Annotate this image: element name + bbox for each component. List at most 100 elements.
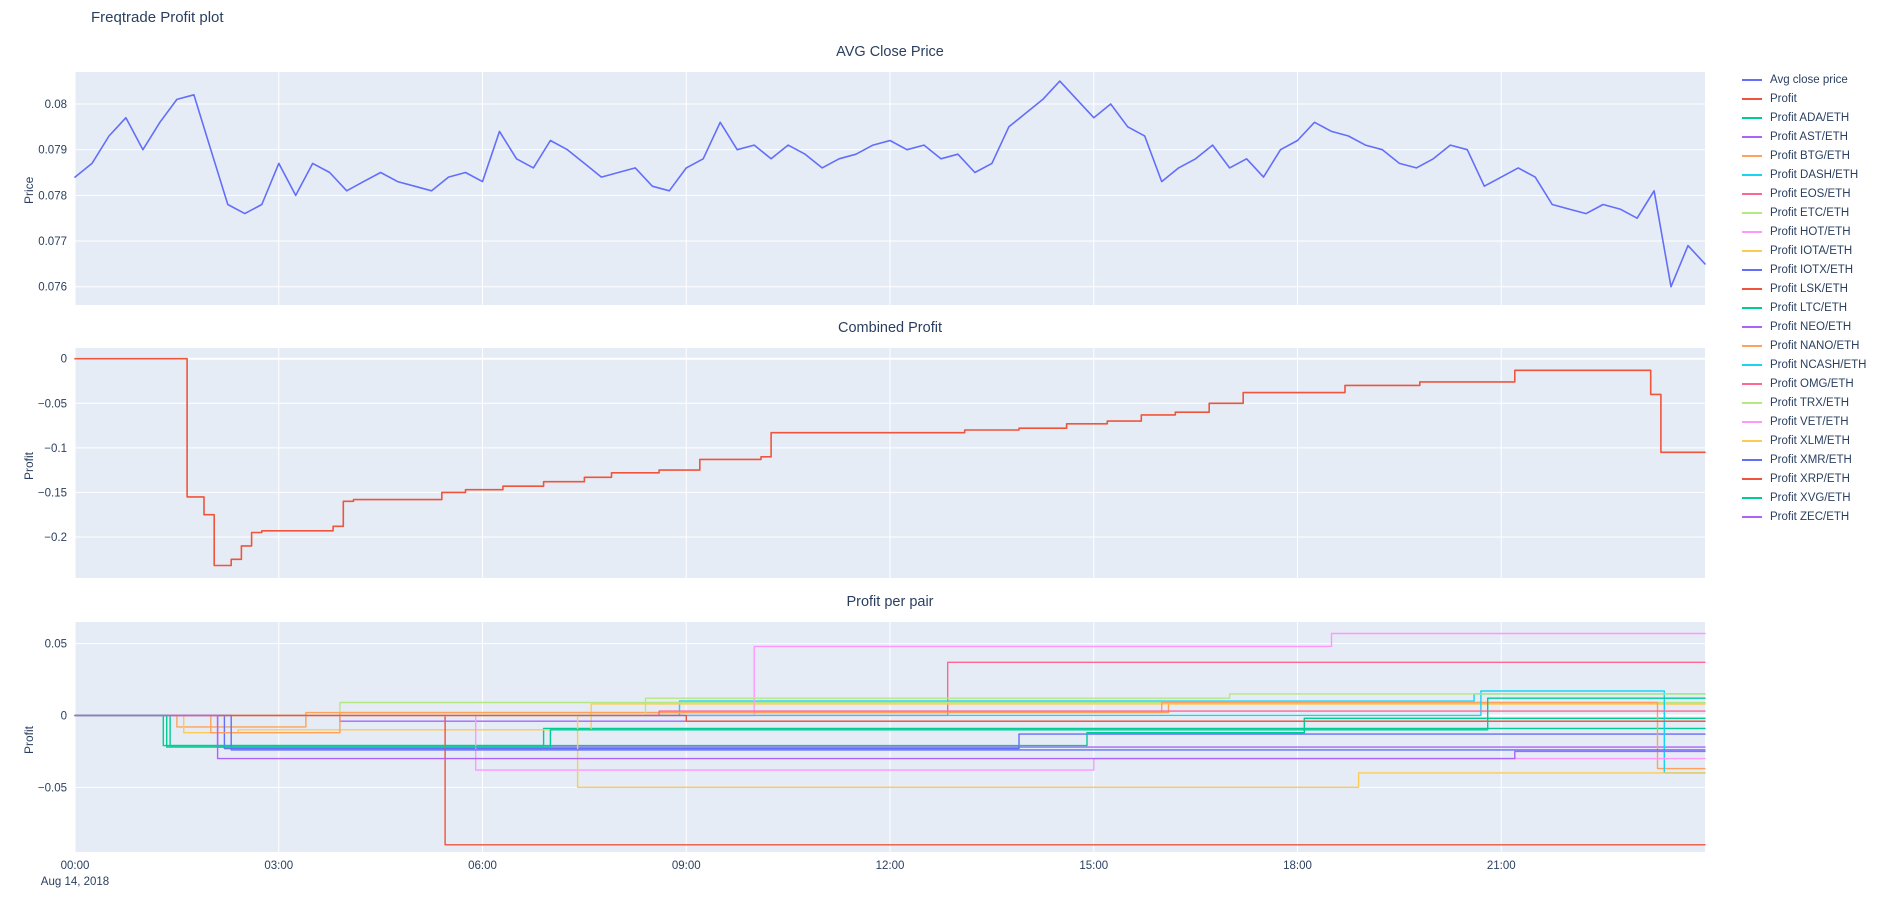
y-tick-label: 0.078 <box>38 190 67 202</box>
legend-item-avg-close-price[interactable]: Avg close price <box>1742 74 1867 86</box>
legend-item-profit-trx-eth[interactable]: Profit TRX/ETH <box>1742 397 1867 409</box>
y-tick-label: −0.05 <box>38 782 67 794</box>
legend-label: Profit XLM/ETH <box>1770 435 1850 447</box>
y-tick-label: 0.05 <box>45 639 67 651</box>
x-tick-label: 00:00 <box>61 860 90 872</box>
y-tick-label: 0 <box>61 354 67 366</box>
legend-item-profit-hot-eth[interactable]: Profit HOT/ETH <box>1742 226 1867 238</box>
legend-label: Profit TRX/ETH <box>1770 397 1850 409</box>
legend-label: Profit HOT/ETH <box>1770 226 1851 238</box>
legend-item-profit-lsk-eth[interactable]: Profit LSK/ETH <box>1742 283 1867 295</box>
legend-item-profit-iota-eth[interactable]: Profit IOTA/ETH <box>1742 245 1867 257</box>
legend-label: Profit XVG/ETH <box>1770 492 1851 504</box>
series-profit-zec-eth <box>74 714 1706 760</box>
series-avg-close-price <box>74 80 1706 288</box>
legend-line-swatch <box>1742 516 1762 518</box>
legend-item-profit-eos-eth[interactable]: Profit EOS/ETH <box>1742 188 1867 200</box>
x-tick-label: 12:00 <box>876 860 905 872</box>
legend-item-profit-dash-eth[interactable]: Profit DASH/ETH <box>1742 169 1867 181</box>
legend-item-profit-iotx-eth[interactable]: Profit IOTX/ETH <box>1742 264 1867 276</box>
legend-item-profit-ast-eth[interactable]: Profit AST/ETH <box>1742 131 1867 143</box>
legend-label: Avg close price <box>1770 74 1848 86</box>
x-tick-label: 03:00 <box>264 860 293 872</box>
legend-line-swatch <box>1742 497 1762 499</box>
legend-item-profit-zec-eth[interactable]: Profit ZEC/ETH <box>1742 511 1867 523</box>
legend-label: Profit IOTA/ETH <box>1770 245 1853 257</box>
x-tick-label: 06:00 <box>468 860 497 872</box>
legend-label: Profit EOS/ETH <box>1770 188 1851 200</box>
x-tick-label: 09:00 <box>672 860 701 872</box>
legend-label: Profit LTC/ETH <box>1770 302 1848 314</box>
legend-line-swatch <box>1742 269 1762 271</box>
y-tick-label: 0.077 <box>38 236 67 248</box>
legend-item-profit-xlm-eth[interactable]: Profit XLM/ETH <box>1742 435 1867 447</box>
y-tick-label: −0.1 <box>44 443 67 455</box>
legend-item-profit-vet-eth[interactable]: Profit VET/ETH <box>1742 416 1867 428</box>
series-profit <box>74 357 1706 567</box>
legend-label: Profit NANO/ETH <box>1770 340 1860 352</box>
legend-line-swatch <box>1742 288 1762 290</box>
y-axis-label-profit-combined: Profit <box>22 451 36 480</box>
page-title: Freqtrade Profit plot <box>91 9 224 26</box>
x-tick-label: 15:00 <box>1079 860 1108 872</box>
legend-line-swatch <box>1742 212 1762 214</box>
legend-item-profit[interactable]: Profit <box>1742 93 1867 105</box>
legend-label: Profit VET/ETH <box>1770 416 1849 428</box>
y-tick-label: −0.05 <box>38 398 67 410</box>
y-tick-label: 0 <box>61 710 67 722</box>
legend-label: Profit IOTX/ETH <box>1770 264 1854 276</box>
legend-item-profit-neo-eth[interactable]: Profit NEO/ETH <box>1742 321 1867 333</box>
legend-item-profit-omg-eth[interactable]: Profit OMG/ETH <box>1742 378 1867 390</box>
legend-label: Profit ZEC/ETH <box>1770 511 1850 523</box>
legend-label: Profit LSK/ETH <box>1770 283 1848 295</box>
legend-line-swatch <box>1742 402 1762 404</box>
legend-line-swatch <box>1742 383 1762 385</box>
x-tick-label: 21:00 <box>1487 860 1516 872</box>
y-tick-label: −0.2 <box>44 532 67 544</box>
legend-line-swatch <box>1742 421 1762 423</box>
legend-line-swatch <box>1742 250 1762 252</box>
legend-line-swatch <box>1742 231 1762 233</box>
legend-line-swatch <box>1742 155 1762 157</box>
series-profit-iota-eth <box>74 703 1706 734</box>
legend-line-swatch <box>1742 478 1762 480</box>
y-tick-label: 0.079 <box>38 145 67 157</box>
legend-item-profit-ada-eth[interactable]: Profit ADA/ETH <box>1742 112 1867 124</box>
y-tick-label: 0.076 <box>38 282 67 294</box>
legend-line-swatch <box>1742 307 1762 309</box>
legend-label: Profit ADA/ETH <box>1770 112 1850 124</box>
series-profit-nano-eth <box>74 701 1706 770</box>
legend-line-swatch <box>1742 117 1762 119</box>
series-profit-xrp-eth <box>74 714 1706 722</box>
y-axis-label-price: Price <box>22 176 36 204</box>
legend-item-profit-etc-eth[interactable]: Profit ETC/ETH <box>1742 207 1867 219</box>
legend-label: Profit <box>1770 93 1797 105</box>
legend-item-profit-ltc-eth[interactable]: Profit LTC/ETH <box>1742 302 1867 314</box>
series-profit-xvg-eth <box>74 697 1706 748</box>
legend-item-profit-btg-eth[interactable]: Profit BTG/ETH <box>1742 150 1867 162</box>
legend-item-profit-xrp-eth[interactable]: Profit XRP/ETH <box>1742 473 1867 485</box>
legend-line-swatch <box>1742 326 1762 328</box>
series-profit-btg-eth <box>74 703 1706 728</box>
legend-label: Profit XRP/ETH <box>1770 473 1850 485</box>
legend-label: Profit AST/ETH <box>1770 131 1848 143</box>
legend-label: Profit OMG/ETH <box>1770 378 1854 390</box>
legend-item-profit-nano-eth[interactable]: Profit NANO/ETH <box>1742 340 1867 352</box>
legend-label: Profit BTG/ETH <box>1770 150 1850 162</box>
legend-label: Profit NEO/ETH <box>1770 321 1852 333</box>
legend-line-swatch <box>1742 440 1762 442</box>
legend-line-swatch <box>1742 174 1762 176</box>
y-tick-label: −0.15 <box>38 487 67 499</box>
legend-item-profit-xvg-eth[interactable]: Profit XVG/ETH <box>1742 492 1867 504</box>
legend-item-profit-xmr-eth[interactable]: Profit XMR/ETH <box>1742 454 1867 466</box>
legend-line-swatch <box>1742 136 1762 138</box>
x-axis-date-label: Aug 14, 2018 <box>41 876 109 888</box>
legend-label: Profit ETC/ETH <box>1770 207 1850 219</box>
legend-label: Profit NCASH/ETH <box>1770 359 1867 371</box>
legend-line-swatch <box>1742 98 1762 100</box>
legend-label: Profit XMR/ETH <box>1770 454 1852 466</box>
legend-item-profit-ncash-eth[interactable]: Profit NCASH/ETH <box>1742 359 1867 371</box>
x-tick-label: 18:00 <box>1283 860 1312 872</box>
